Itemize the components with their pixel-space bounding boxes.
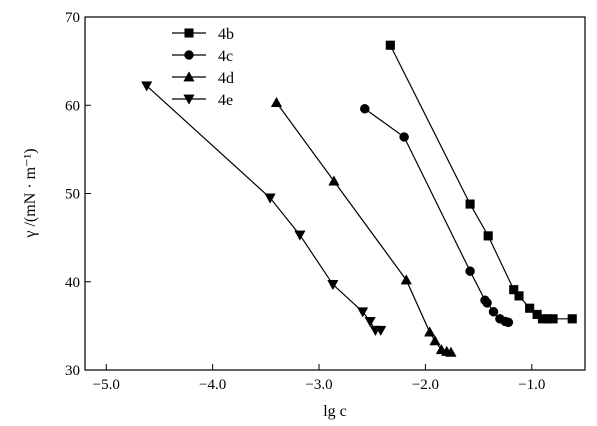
data-point (503, 317, 514, 328)
data-point (328, 175, 340, 186)
series-line (146, 85, 381, 331)
data-point (548, 314, 558, 324)
y-tick-label: 30 (65, 363, 80, 379)
data-point (360, 104, 370, 114)
legend-marker (184, 28, 194, 38)
x-axis: −5.0 −4.0 −3.0 −2.0 −1.0 (93, 364, 545, 393)
legend-item-4c: 4c (172, 48, 233, 65)
series-4b (385, 40, 577, 324)
series-line (364, 108, 509, 323)
data-point (509, 285, 519, 295)
x-tick-label: −3.0 (305, 377, 332, 393)
data-point (465, 266, 475, 276)
series-4d (270, 96, 457, 357)
data-point (482, 298, 492, 308)
data-point (483, 231, 493, 241)
x-tick-label: −5.0 (93, 377, 120, 393)
y-tick-label: 60 (65, 98, 80, 114)
legend-label: 4e (218, 92, 233, 109)
data-point (264, 193, 276, 204)
y-axis-label: γ /(mN · m⁻¹) (22, 148, 39, 238)
x-axis-label: lg c (323, 403, 347, 420)
data-point (514, 291, 524, 301)
data-point (525, 303, 535, 313)
data-point (327, 279, 339, 291)
x-tick-label: −1.0 (518, 377, 545, 393)
data-point (270, 96, 283, 108)
series-4c (360, 104, 514, 328)
data-point (567, 314, 577, 324)
data-point (400, 274, 412, 285)
y-axis: 30 40 50 60 70 (65, 10, 91, 379)
data-point (375, 325, 387, 337)
legend-item-4e: 4e (172, 92, 233, 109)
plot-area (141, 40, 577, 357)
data-point (385, 40, 395, 50)
legend-label: 4b (218, 26, 234, 43)
data-point (488, 307, 499, 317)
data-point (424, 326, 436, 337)
series-line (389, 44, 573, 320)
data-point (445, 346, 457, 357)
y-tick-label: 50 (65, 187, 80, 203)
legend-marker (183, 71, 195, 82)
plot-frame (84, 16, 586, 371)
legend-item-4d: 4d (172, 70, 234, 87)
legend-marker (184, 50, 194, 60)
legend-marker (183, 94, 195, 105)
x-tick-label: −2.0 (412, 377, 439, 393)
data-point (141, 81, 153, 92)
data-point (399, 132, 409, 142)
data-point (429, 335, 441, 346)
data-point (357, 307, 369, 318)
y-tick-label: 40 (65, 275, 80, 291)
legend-label: 4d (218, 70, 234, 87)
legend: 4b 4c 4d 4e (172, 26, 234, 109)
data-point (294, 230, 306, 241)
x-tick-label: −4.0 (199, 377, 226, 393)
data-point (364, 317, 376, 328)
legend-label: 4c (218, 48, 233, 65)
data-point (465, 199, 475, 209)
legend-item-4b: 4b (172, 26, 234, 43)
series-4e (141, 81, 387, 337)
y-tick-label: 70 (65, 10, 80, 26)
